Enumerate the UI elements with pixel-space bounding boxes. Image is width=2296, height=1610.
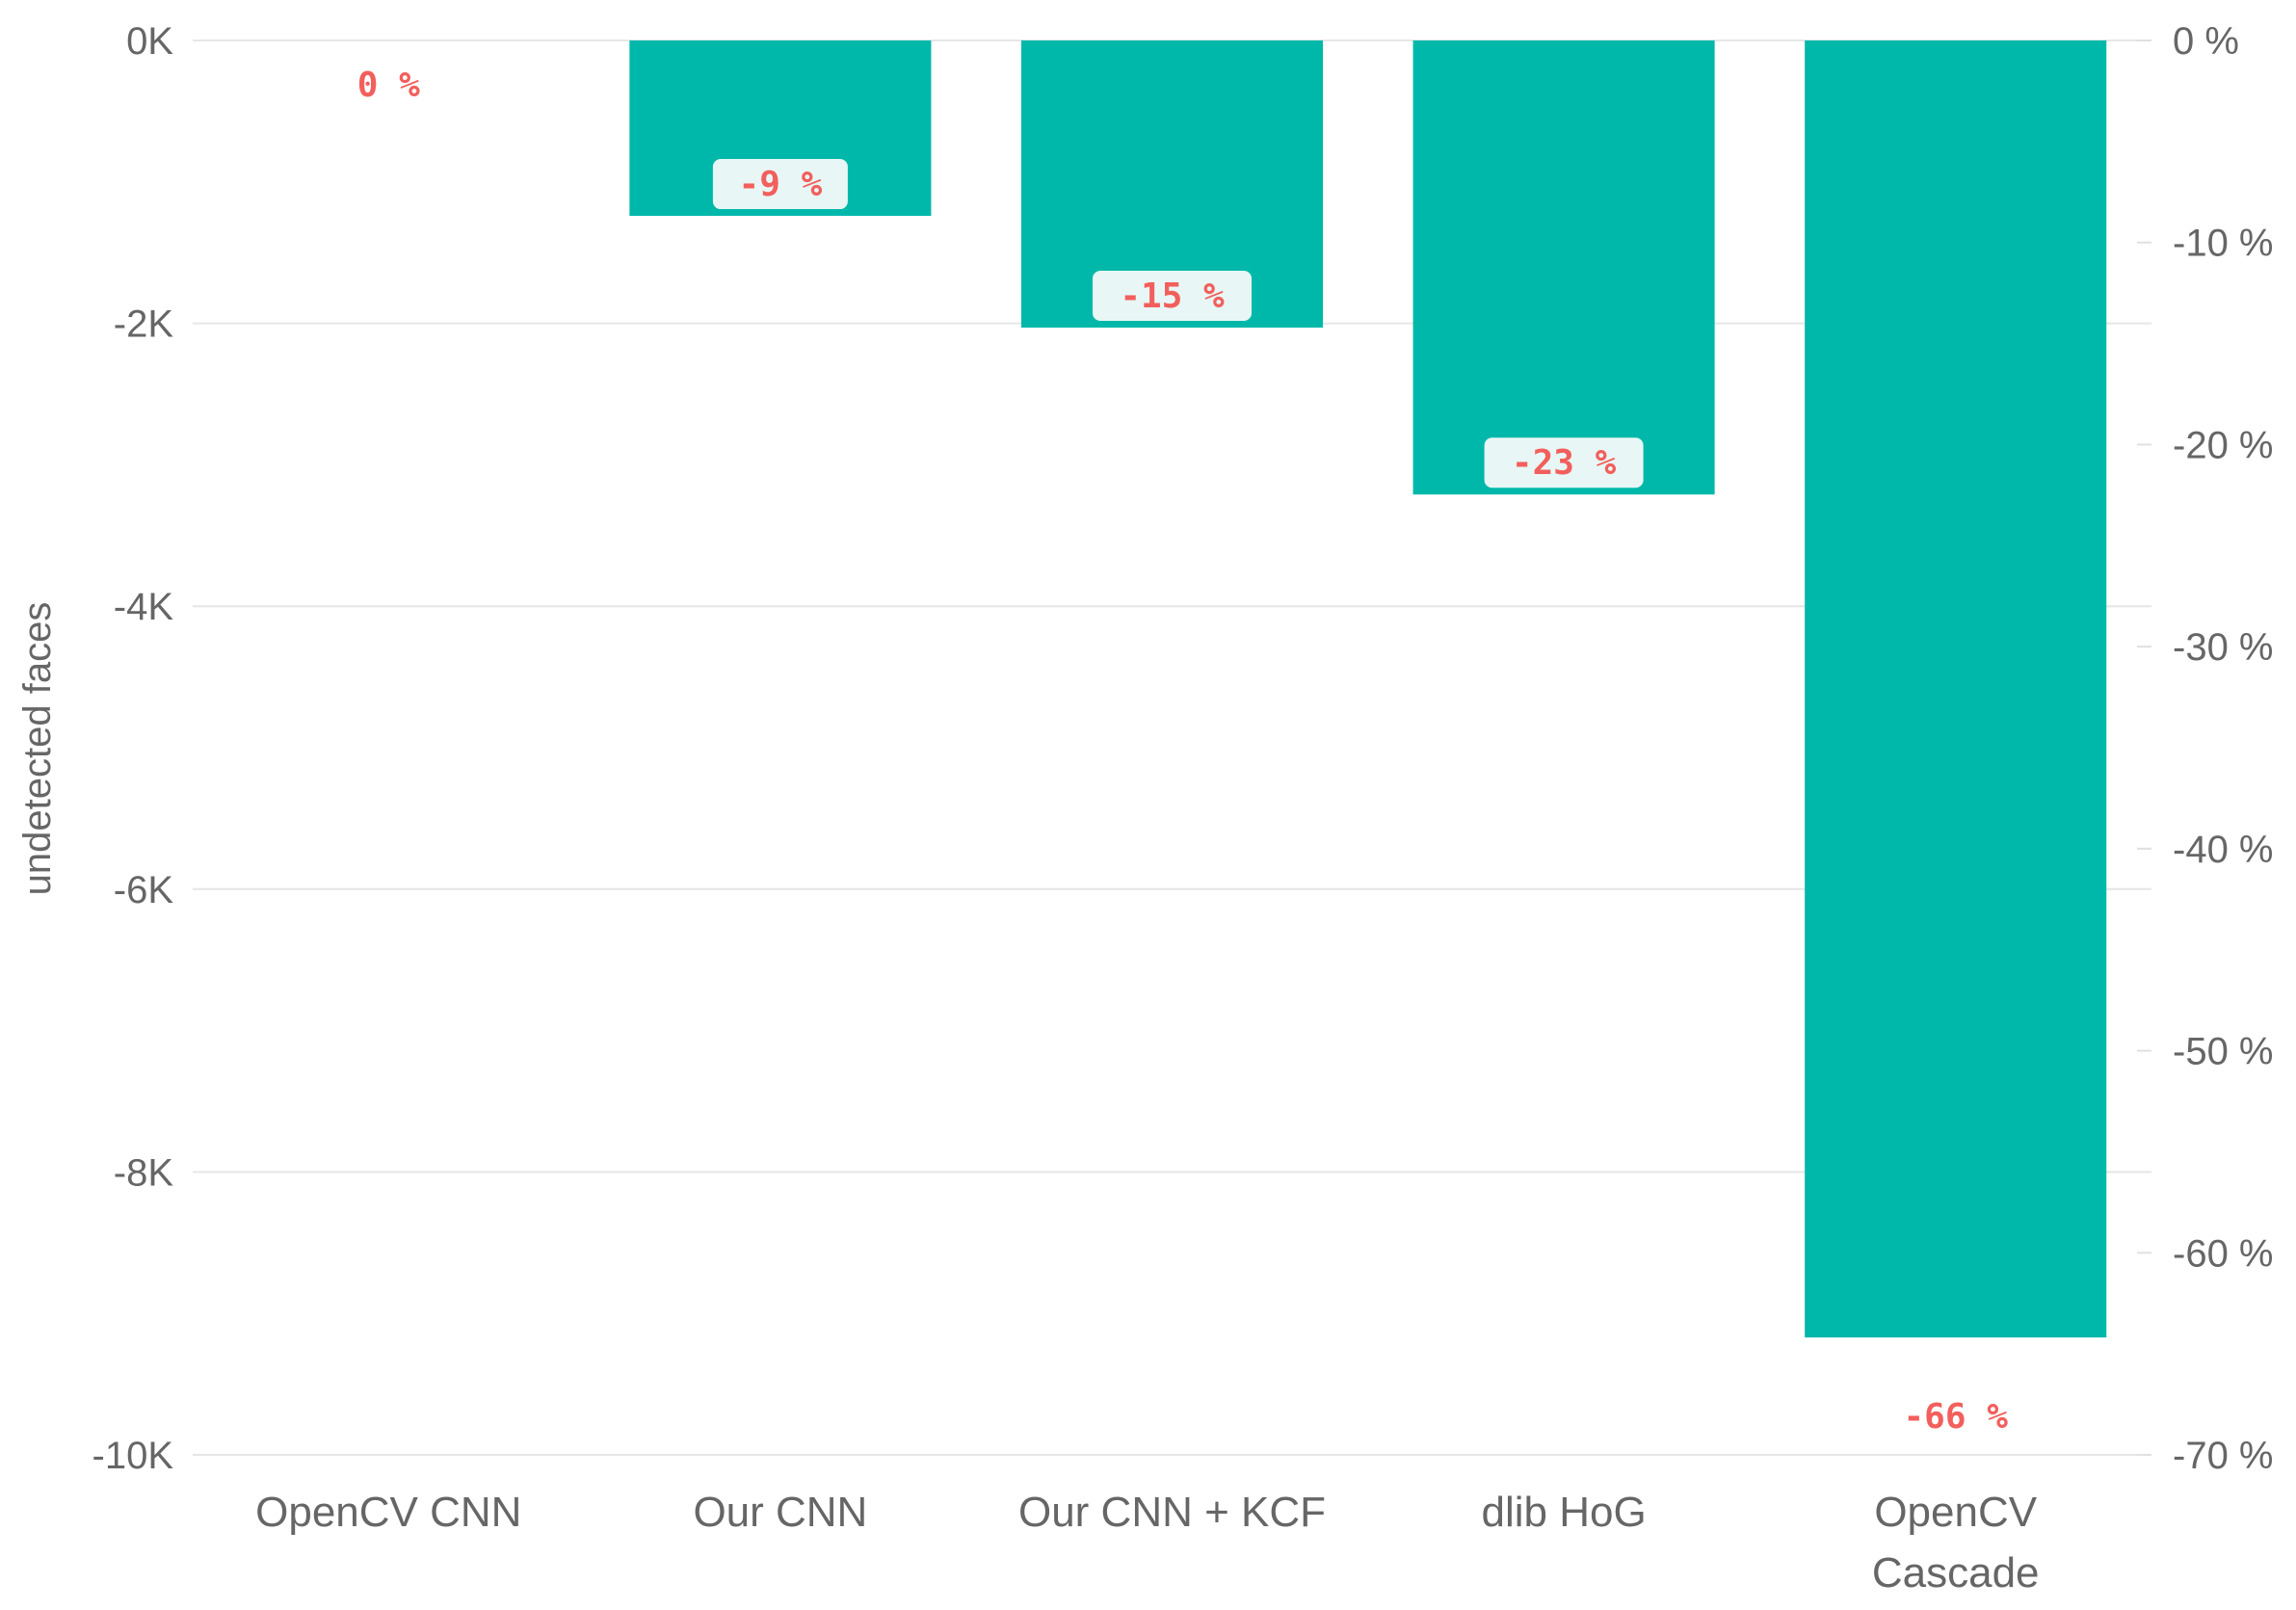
- x-tick-label: Cascade: [1872, 1549, 2040, 1597]
- y2-tick-label: -20 %: [2173, 424, 2274, 466]
- data-label: -66 %: [1904, 1397, 2009, 1437]
- y-tick-label: -4K: [114, 586, 174, 628]
- data-labels: 0 % -9 % -15 % -23 % -66 %: [357, 66, 2008, 1437]
- y-tick-label: -10K: [92, 1435, 174, 1477]
- y2-tick-label: -30 %: [2173, 626, 2274, 669]
- y2-tick-label: -60 %: [2173, 1232, 2274, 1275]
- y2-tick-label: 0 %: [2173, 20, 2239, 63]
- bars: [629, 40, 2107, 1338]
- data-label: -9 %: [739, 165, 823, 204]
- bar: [1805, 40, 2107, 1338]
- y2-tick-label: -70 %: [2173, 1435, 2274, 1477]
- bar: [1412, 40, 1715, 495]
- x-tick-label: dlib HoG: [1482, 1489, 1647, 1536]
- x-tick-label: Our CNN + KCF: [1018, 1489, 1326, 1536]
- y-axis-title: undetected faces: [16, 602, 59, 896]
- data-label: -15 %: [1120, 277, 1225, 316]
- x-tick-label: OpenCV CNN: [255, 1489, 521, 1536]
- data-label: 0 %: [357, 66, 420, 105]
- right-y-axis: 0 % -10 % -20 % -30 % -40 % -50 % -60 % -70 %: [2137, 20, 2274, 1477]
- data-label-box: [712, 159, 848, 210]
- y2-tick-label: -50 %: [2173, 1031, 2274, 1073]
- x-tick-label: Our CNN: [693, 1489, 867, 1536]
- y2-tick-label: -40 %: [2173, 829, 2274, 871]
- y-tick-label: -6K: [114, 869, 174, 911]
- left-y-axis: 0K -2K -4K -6K -8K -10K: [92, 20, 174, 1477]
- y2-tick-label: -10 %: [2173, 223, 2274, 265]
- data-label: -23 %: [1512, 443, 1617, 483]
- x-tick-label: OpenCV: [1874, 1489, 2037, 1536]
- y-tick-label: -8K: [114, 1151, 174, 1194]
- y-tick-label: -2K: [114, 304, 174, 346]
- y-tick-label: 0K: [126, 20, 173, 63]
- x-axis: OpenCV CNN Our CNN Our CNN + KCF dlib HoG Op…: [255, 1489, 2039, 1597]
- data-label-box: [1484, 437, 1644, 488]
- data-label-box: [1093, 271, 1252, 322]
